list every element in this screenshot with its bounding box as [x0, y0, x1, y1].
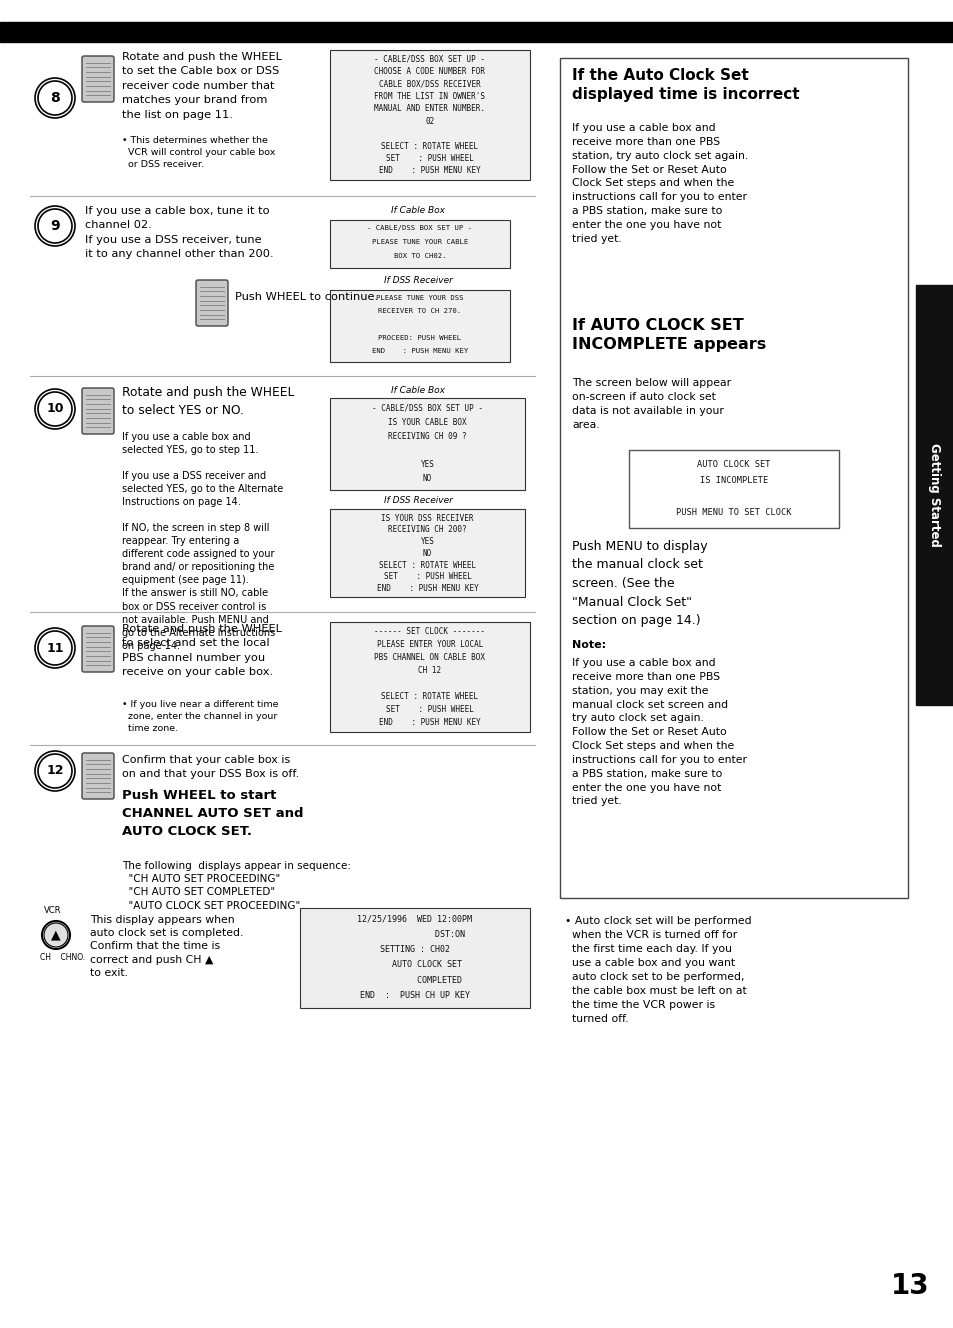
Text: BOX TO CH02.: BOX TO CH02.: [394, 252, 446, 259]
Text: Push MENU to display
the manual clock set
screen. (See the
"Manual Clock Set"
se: Push MENU to display the manual clock se…: [572, 540, 707, 627]
Text: END    : PUSH MENU KEY: END : PUSH MENU KEY: [378, 717, 480, 726]
Text: If DSS Receiver: If DSS Receiver: [383, 495, 452, 505]
Bar: [330, 50, 530, 181]
FancyBboxPatch shape: [82, 753, 113, 799]
Text: CH 12: CH 12: [418, 667, 441, 675]
Text: 11: 11: [46, 641, 64, 655]
Text: SETTING : CH02: SETTING : CH02: [379, 946, 450, 954]
Text: Push WHEEL to start
CHANNEL AUTO SET and
AUTO CLOCK SET.: Push WHEEL to start CHANNEL AUTO SET and…: [122, 789, 303, 838]
Text: Rotate and push the WHEEL
to select YES or NO.: Rotate and push the WHEEL to select YES …: [122, 386, 294, 417]
Text: 12/25/1996  WED 12:00PM: 12/25/1996 WED 12:00PM: [357, 914, 472, 923]
Text: If AUTO CLOCK SET
INCOMPLETE appears: If AUTO CLOCK SET INCOMPLETE appears: [572, 317, 765, 352]
Bar: [559, 58, 907, 898]
Text: Confirm that your cable box is
on and that your DSS Box is off.: Confirm that your cable box is on and th…: [122, 756, 299, 780]
Text: 9: 9: [51, 219, 60, 232]
Bar: [330, 622, 530, 732]
Text: - CABLE/DSS BOX SET UP -: - CABLE/DSS BOX SET UP -: [367, 226, 472, 231]
Text: PROCEED: PUSH WHEEL: PROCEED: PUSH WHEEL: [378, 335, 461, 340]
Text: SELECT : ROTATE WHEEL: SELECT : ROTATE WHEEL: [381, 142, 478, 150]
Text: AUTO CLOCK SET: AUTO CLOCK SET: [697, 459, 770, 469]
Text: COMPLETED: COMPLETED: [367, 976, 462, 984]
Text: - CABLE/DSS BOX SET UP -: - CABLE/DSS BOX SET UP -: [375, 54, 485, 64]
Text: RECEIVING CH 200?: RECEIVING CH 200?: [388, 526, 466, 534]
Text: END    : PUSH MENU KEY: END : PUSH MENU KEY: [378, 166, 480, 175]
Text: 02: 02: [425, 117, 435, 126]
Text: ------ SET CLOCK -------: ------ SET CLOCK -------: [375, 627, 485, 636]
Text: This display appears when
auto clock set is completed.
Confirm that the time is
: This display appears when auto clock set…: [90, 915, 243, 977]
Bar: [330, 220, 510, 268]
Text: IS YOUR DSS RECEIVER: IS YOUR DSS RECEIVER: [381, 514, 474, 523]
Text: MANUAL AND ENTER NUMBER.: MANUAL AND ENTER NUMBER.: [375, 105, 485, 113]
Text: YES: YES: [420, 461, 434, 469]
Text: YES: YES: [420, 537, 434, 546]
Bar: [330, 398, 524, 490]
Text: Rotate and push the WHEEL
to set the Cable box or DSS
receiver code number that
: Rotate and push the WHEEL to set the Cab…: [122, 52, 281, 120]
Text: 10: 10: [46, 402, 64, 416]
Text: Note:: Note:: [572, 640, 605, 649]
Text: Rotate and push the WHEEL
to select and set the local
PBS channel number you
rec: Rotate and push the WHEEL to select and …: [122, 624, 281, 677]
Text: FROM THE LIST IN OWNER'S: FROM THE LIST IN OWNER'S: [375, 92, 485, 101]
Text: If the Auto Clock Set
displayed time is incorrect: If the Auto Clock Set displayed time is …: [572, 68, 799, 102]
Text: NO: NO: [422, 548, 432, 558]
Text: The following  displays appear in sequence:
  "CH AUTO SET PROCEEDING"
  "CH AUT: The following displays appear in sequenc…: [122, 861, 351, 911]
Text: 8: 8: [51, 92, 60, 105]
Text: END    : PUSH MENU KEY: END : PUSH MENU KEY: [372, 348, 468, 353]
Bar: [330, 290, 510, 363]
Bar: [628, 450, 838, 529]
Text: SET    : PUSH WHEEL: SET : PUSH WHEEL: [386, 154, 474, 163]
FancyBboxPatch shape: [82, 388, 113, 434]
Bar: [299, 908, 530, 1008]
Text: 12: 12: [46, 765, 64, 777]
Text: PLEASE ENTER YOUR LOCAL: PLEASE ENTER YOUR LOCAL: [376, 640, 482, 649]
Text: SET    : PUSH WHEEL: SET : PUSH WHEEL: [386, 705, 474, 714]
FancyBboxPatch shape: [82, 625, 113, 672]
Bar: [915, 286, 953, 705]
Text: PBS CHANNEL ON CABLE BOX: PBS CHANNEL ON CABLE BOX: [375, 653, 485, 663]
Text: SET    : PUSH WHEEL: SET : PUSH WHEEL: [383, 572, 471, 582]
Bar: [0, 23, 953, 42]
Circle shape: [44, 923, 68, 947]
Text: RECEIVER TO CH 270.: RECEIVER TO CH 270.: [378, 308, 461, 315]
Text: END  :  PUSH CH UP KEY: END : PUSH CH UP KEY: [359, 991, 470, 1000]
Text: If Cable Box: If Cable Box: [391, 206, 444, 215]
Text: PUSH MENU TO SET CLOCK: PUSH MENU TO SET CLOCK: [676, 509, 791, 517]
Text: IS INCOMPLETE: IS INCOMPLETE: [700, 475, 767, 485]
Text: If you use a cable box, tune it to
channel 02.
If you use a DSS receiver, tune
i: If you use a cable box, tune it to chann…: [85, 206, 274, 259]
Text: If you use a cable box and
selected YES, go to step 11.

If you use a DSS receiv: If you use a cable box and selected YES,…: [122, 432, 283, 651]
FancyBboxPatch shape: [82, 56, 113, 102]
Text: 13: 13: [890, 1272, 928, 1300]
Text: RECEIVING CH 09 ?: RECEIVING CH 09 ?: [388, 432, 466, 441]
Text: If DSS Receiver: If DSS Receiver: [383, 276, 452, 286]
Text: • This determines whether the
  VCR will control your cable box
  or DSS receive: • This determines whether the VCR will c…: [122, 135, 275, 169]
Text: If you use a cable box and
receive more than one PBS
station, try auto clock set: If you use a cable box and receive more …: [572, 124, 747, 244]
Text: Getting Started: Getting Started: [927, 444, 941, 547]
Text: PLEASE TUNE YOUR DSS: PLEASE TUNE YOUR DSS: [375, 295, 463, 301]
Text: IS YOUR CABLE BOX: IS YOUR CABLE BOX: [388, 418, 466, 426]
Text: If you use a cable box and
receive more than one PBS
station, you may exit the
m: If you use a cable box and receive more …: [572, 657, 746, 806]
Text: ▲: ▲: [51, 928, 61, 942]
Text: PLEASE TUNE YOUR CABLE: PLEASE TUNE YOUR CABLE: [372, 239, 468, 246]
Text: CH    CHNO.: CH CHNO.: [40, 954, 85, 961]
Bar: [330, 509, 524, 598]
Text: • If you live near a different time
  zone, enter the channel in your
  time zon: • If you live near a different time zone…: [122, 700, 278, 733]
Text: DST:ON: DST:ON: [365, 930, 464, 939]
FancyBboxPatch shape: [195, 280, 228, 325]
Text: SELECT : ROTATE WHEEL: SELECT : ROTATE WHEEL: [378, 560, 476, 570]
Text: VCR: VCR: [44, 906, 61, 915]
Text: Push WHEEL to continue.: Push WHEEL to continue.: [234, 292, 377, 301]
Text: - CABLE/DSS BOX SET UP -: - CABLE/DSS BOX SET UP -: [372, 404, 482, 413]
Text: NO: NO: [422, 474, 432, 483]
Text: AUTO CLOCK SET: AUTO CLOCK SET: [367, 960, 462, 969]
Text: CHOOSE A CODE NUMBER FOR: CHOOSE A CODE NUMBER FOR: [375, 68, 485, 76]
Text: SELECT : ROTATE WHEEL: SELECT : ROTATE WHEEL: [381, 692, 478, 701]
Text: The screen below will appear
on-screen if auto clock set
data is not available i: The screen below will appear on-screen i…: [572, 378, 730, 429]
Text: If Cable Box: If Cable Box: [391, 386, 444, 394]
Text: CABLE BOX/DSS RECEIVER: CABLE BOX/DSS RECEIVER: [378, 80, 480, 89]
Text: END    : PUSH MENU KEY: END : PUSH MENU KEY: [376, 584, 477, 594]
Text: • Auto clock set will be performed
  when the VCR is turned off for
  the first : • Auto clock set will be performed when …: [564, 916, 751, 1024]
